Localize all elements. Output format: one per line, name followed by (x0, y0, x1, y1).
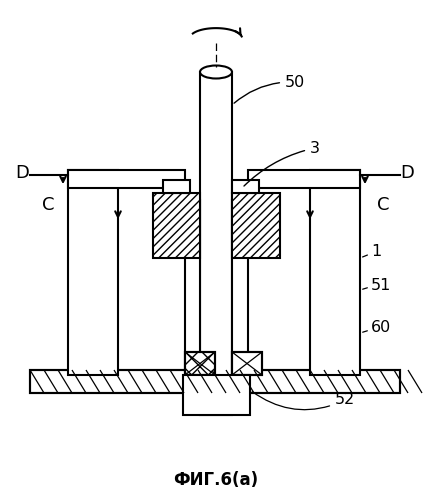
Bar (68, 170, 185, 188)
Bar (248, 170, 360, 188)
Bar (232, 180, 259, 193)
Ellipse shape (200, 65, 232, 78)
Text: C: C (42, 196, 54, 214)
Bar (185, 352, 215, 375)
Text: 51: 51 (371, 277, 391, 292)
Bar (68, 170, 118, 375)
Bar (183, 375, 250, 415)
Text: C: C (377, 196, 389, 214)
Text: D: D (400, 164, 414, 182)
Bar (232, 200, 248, 375)
Bar (232, 352, 262, 375)
Text: 50: 50 (234, 74, 305, 103)
Text: ФИГ.6(a): ФИГ.6(a) (174, 471, 259, 489)
Bar (185, 200, 200, 375)
Text: D: D (15, 164, 29, 182)
Bar (232, 193, 280, 258)
Bar (232, 352, 262, 375)
Bar (30, 370, 400, 393)
Bar (185, 352, 215, 375)
Bar (163, 180, 190, 193)
Bar (153, 193, 200, 258)
Text: 52: 52 (252, 392, 355, 410)
Text: 60: 60 (371, 320, 391, 335)
Bar (200, 72, 232, 415)
Bar (310, 170, 360, 375)
Text: 1: 1 (371, 245, 381, 259)
Text: 3: 3 (244, 141, 320, 186)
Bar (30, 370, 400, 393)
